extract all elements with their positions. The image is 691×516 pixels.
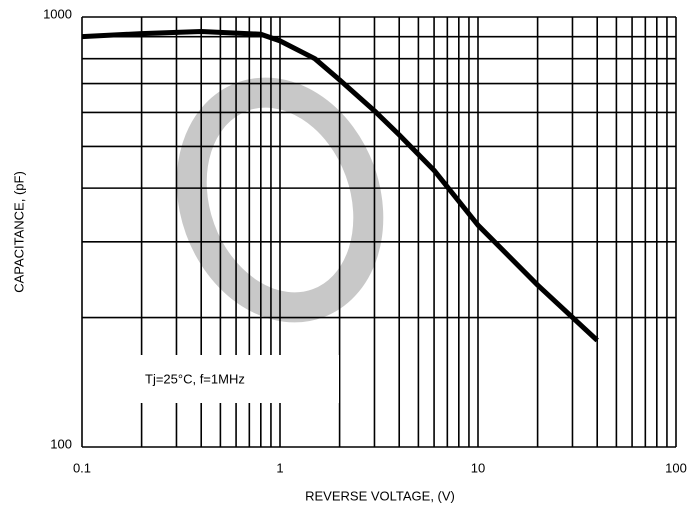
y-tick-label: 100 xyxy=(50,436,72,451)
x-tick-label: 100 xyxy=(665,460,687,475)
x-axis-label: REVERSE VOLTAGE, (V) xyxy=(305,488,455,503)
x-tick-label: 1 xyxy=(276,460,283,475)
chart: REVERSE VOLTAGE, (V) CAPACITANCE, (pF) 0… xyxy=(0,0,691,511)
y-axis-label: CAPACITANCE, (pF) xyxy=(11,171,26,293)
y-tick-label: 1000 xyxy=(43,6,72,21)
x-tick-label: 0.1 xyxy=(73,460,91,475)
annotation: Tj=25°C, f=1MHz xyxy=(145,371,245,386)
x-tick-label: 10 xyxy=(471,460,485,475)
